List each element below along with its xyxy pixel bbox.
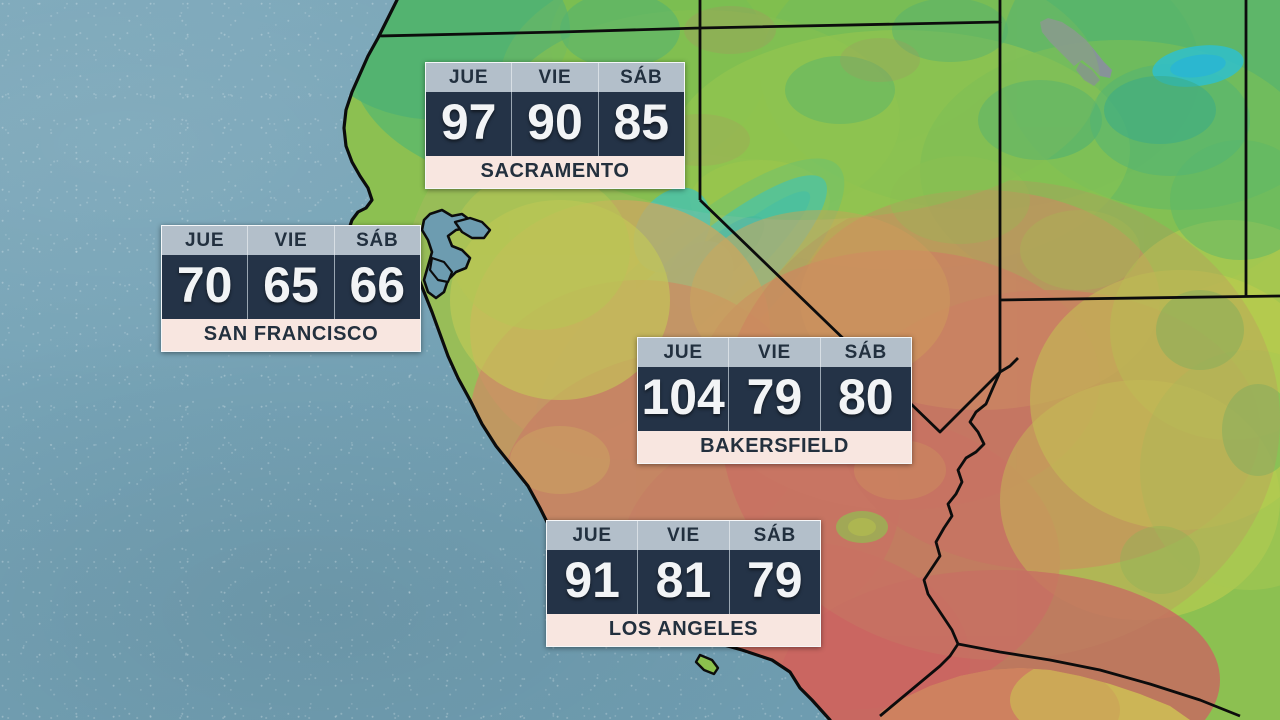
day-label-thursday: JUE xyxy=(162,226,249,255)
temperature-saturday: 80 xyxy=(838,369,894,425)
city-label: BAKERSFIELD xyxy=(638,431,911,463)
day-label-thursday: JUE xyxy=(426,63,513,92)
day-header-row: JUE VIE SÁB xyxy=(547,521,820,550)
day-label-thursday: JUE xyxy=(547,521,639,550)
temperature-saturday: 66 xyxy=(349,257,406,313)
great-salt-lake xyxy=(1040,18,1112,86)
day-label-friday: VIE xyxy=(729,338,821,367)
temperature-thursday: 70 xyxy=(162,255,249,319)
temperature-friday: 79 xyxy=(729,367,821,431)
temperature-saturday: 85 xyxy=(613,94,670,150)
forecast-card-los-angeles[interactable]: JUE VIE SÁB 91 81 79 LOS ANGELES xyxy=(546,520,821,647)
city-label: SAN FRANCISCO xyxy=(162,319,420,351)
day-label-thursday: JUE xyxy=(638,338,730,367)
day-label-saturday: SÁB xyxy=(844,342,888,363)
temperature-friday: 90 xyxy=(512,92,599,156)
temperature-thursday: 97 xyxy=(426,92,513,156)
temperature-thursday: 91 xyxy=(547,550,639,614)
day-header-row: JUE VIE SÁB xyxy=(426,63,684,92)
day-label-saturday: SÁB xyxy=(753,525,797,546)
day-header-row: JUE VIE SÁB xyxy=(162,226,420,255)
day-label-friday: VIE xyxy=(638,521,730,550)
forecast-card-san-francisco[interactable]: JUE VIE SÁB 70 65 66 SAN FRANCISCO xyxy=(161,225,421,352)
temperature-row: 97 90 85 xyxy=(426,92,684,156)
temperature-friday: 81 xyxy=(638,550,730,614)
day-header-row: JUE VIE SÁB xyxy=(638,338,911,367)
city-label: SACRAMENTO xyxy=(426,156,684,188)
day-label-friday: VIE xyxy=(248,226,335,255)
city-label: LOS ANGELES xyxy=(547,614,820,646)
temperature-row: 104 79 80 xyxy=(638,367,911,431)
forecast-card-bakersfield[interactable]: JUE VIE SÁB 104 79 80 BAKERSFIELD xyxy=(637,337,912,464)
temperature-saturday: 79 xyxy=(747,552,803,608)
temperature-row: 70 65 66 xyxy=(162,255,420,319)
temperature-friday: 65 xyxy=(248,255,335,319)
day-label-friday: VIE xyxy=(512,63,599,92)
forecast-card-sacramento[interactable]: JUE VIE SÁB 97 90 85 SACRAMENTO xyxy=(425,62,685,189)
catalina-island xyxy=(694,653,720,676)
san-francisco-bay xyxy=(420,208,492,300)
temperature-thursday: 104 xyxy=(638,367,730,431)
temperature-row: 91 81 79 xyxy=(547,550,820,614)
day-label-saturday: SÁB xyxy=(356,230,399,251)
day-label-saturday: SÁB xyxy=(620,67,663,88)
